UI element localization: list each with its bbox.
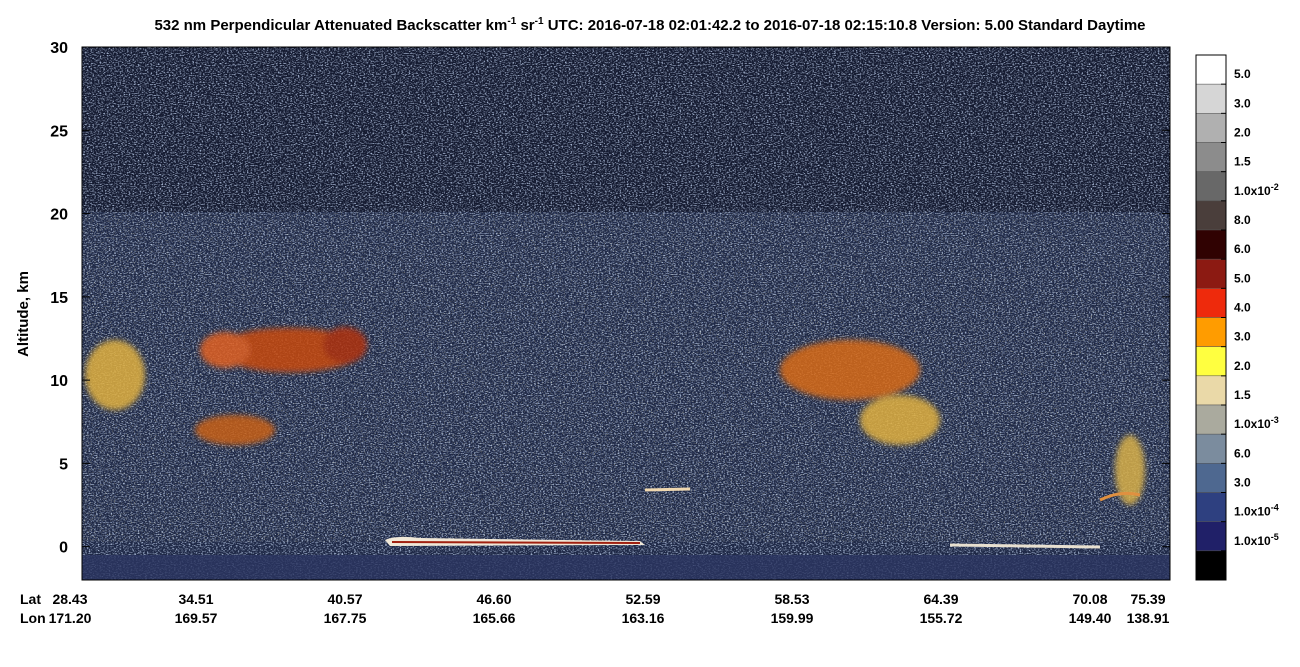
title-part: sr <box>516 17 535 34</box>
colorbar-swatch <box>1195 492 1227 522</box>
colorbar-label: 4.0 <box>1234 301 1251 315</box>
colorbar-swatch <box>1195 288 1227 318</box>
colorbar-swatch <box>1195 433 1227 464</box>
colorbar-label: 6.0 <box>1234 446 1251 460</box>
colorbar-label: 1.0x10 <box>1234 534 1271 548</box>
colorbar-swatch <box>1195 375 1227 406</box>
colorbar-label: 5.0 <box>1234 271 1251 285</box>
colorbar-exponent: -2 <box>1271 182 1279 192</box>
colorbar-tick-label: 6.0 <box>1234 242 1251 256</box>
y-tick-label: 30 <box>50 40 68 57</box>
x-tick-lon: 155.72 <box>920 610 963 626</box>
colorbar-label: 3.0 <box>1234 476 1251 490</box>
colorbar-swatch <box>1195 258 1227 289</box>
title-part: UTC: 2016-07-18 02:01:42.2 to 2016-07-18… <box>544 17 1146 34</box>
colorbar-tick-label: 1.0x10-3 <box>1234 415 1279 431</box>
colorbar-label: 2.0 <box>1234 126 1251 140</box>
colorbar-tick-label: 3.0 <box>1234 330 1251 344</box>
colorbar-tick-label: 8.0 <box>1234 213 1251 227</box>
title-part: -1 <box>507 16 516 27</box>
x-row-label: Lon <box>20 610 46 626</box>
colorbar-label: 3.0 <box>1234 330 1251 344</box>
colorbar-exponent: -5 <box>1271 532 1279 542</box>
colorbar-swatch <box>1195 463 1227 493</box>
colorbar-tick-label: 5.0 <box>1234 67 1251 81</box>
y-tick-label: 15 <box>50 290 68 307</box>
colorbar-swatch <box>1195 171 1227 202</box>
colorbar-swatch <box>1195 229 1227 260</box>
x-tick-lon: 163.16 <box>622 610 665 626</box>
chart-title: 532 nm Perpendicular Attenuated Backscat… <box>154 16 1145 34</box>
colorbar-label: 1.5 <box>1234 388 1251 402</box>
plot-frame <box>81 46 1171 581</box>
colorbar-tick-label: 1.0x10-5 <box>1234 532 1279 548</box>
x-tick-lat: 58.53 <box>774 591 809 607</box>
colorbar-tick-label: 3.0 <box>1234 476 1251 490</box>
x-tick-lon: 149.40 <box>1069 610 1112 626</box>
x-tick-lat: 40.57 <box>327 591 362 607</box>
colorbar-swatch <box>1195 113 1227 143</box>
colorbar-swatch <box>1195 200 1227 231</box>
colorbar-swatch <box>1195 54 1227 85</box>
y-tick-label: 0 <box>59 540 68 557</box>
title-part: -1 <box>535 16 544 27</box>
colorbar-tick-label: 1.0x10-2 <box>1234 182 1279 198</box>
x-tick-lon: 159.99 <box>771 610 814 626</box>
colorbar-tick-label: 4.0 <box>1234 301 1251 315</box>
colorbar-swatch <box>1195 346 1227 377</box>
colorbar-swatch <box>1195 142 1227 172</box>
colorbar-label: 3.0 <box>1234 96 1251 110</box>
x-tick-lat: 46.60 <box>476 591 511 607</box>
colorbar-label: 1.5 <box>1234 155 1251 169</box>
x-tick-lat: 28.43 <box>52 591 87 607</box>
x-tick-lon: 138.91 <box>1127 610 1170 626</box>
curtain <box>82 47 1170 580</box>
x-tick-lon: 171.20 <box>49 610 92 626</box>
y-tick-label: 25 <box>50 123 68 140</box>
x-tick-lat: 75.39 <box>1130 591 1165 607</box>
colorbar-tick-label: 2.0 <box>1234 359 1251 373</box>
colorbar-exponent: -4 <box>1271 503 1279 513</box>
colorbar-label: 2.0 <box>1234 359 1251 373</box>
colorbar-swatch <box>1195 550 1227 581</box>
colorbar-tick-label: 1.5 <box>1234 388 1251 402</box>
x-tick-lat: 70.08 <box>1072 591 1107 607</box>
colorbar-swatch <box>1195 317 1227 347</box>
colorbar-swatch <box>1195 521 1227 552</box>
y-axis-label: Altitude, km <box>15 271 32 357</box>
colorbar-tick-label: 6.0 <box>1234 446 1251 460</box>
colorbar-label: 6.0 <box>1234 242 1251 256</box>
colorbar-label: 1.0x10 <box>1234 505 1271 519</box>
colorbar-label: 8.0 <box>1234 213 1251 227</box>
y-tick-label: 20 <box>50 207 68 224</box>
x-tick-lat: 52.59 <box>625 591 660 607</box>
x-row-label: Lat <box>20 591 41 607</box>
x-tick-lat: 64.39 <box>923 591 958 607</box>
y-tick-label: 10 <box>50 373 68 390</box>
colorbar-tick-label: 3.0 <box>1234 96 1251 110</box>
colorbar-tick-label: 1.0x10-4 <box>1234 503 1279 519</box>
colorbar-tick-label: 1.5 <box>1234 155 1251 169</box>
colorbar-swatch <box>1195 404 1227 435</box>
x-tick-lat: 34.51 <box>178 591 213 607</box>
x-tick-lon: 169.57 <box>175 610 218 626</box>
x-tick-lon: 165.66 <box>473 610 516 626</box>
colorbar-label: 5.0 <box>1234 67 1251 81</box>
colorbar-exponent: -3 <box>1271 415 1279 425</box>
x-tick-lon: 167.75 <box>324 610 367 626</box>
colorbar-tick-label: 5.0 <box>1234 271 1251 285</box>
colorbar-swatch <box>1195 83 1227 114</box>
colorbar-tick-label: 2.0 <box>1234 126 1251 140</box>
colorbar-label: 1.0x10 <box>1234 184 1271 198</box>
title-part: 532 nm Perpendicular Attenuated Backscat… <box>154 17 507 34</box>
y-tick-label: 5 <box>59 456 68 473</box>
colorbar-label: 1.0x10 <box>1234 417 1271 431</box>
